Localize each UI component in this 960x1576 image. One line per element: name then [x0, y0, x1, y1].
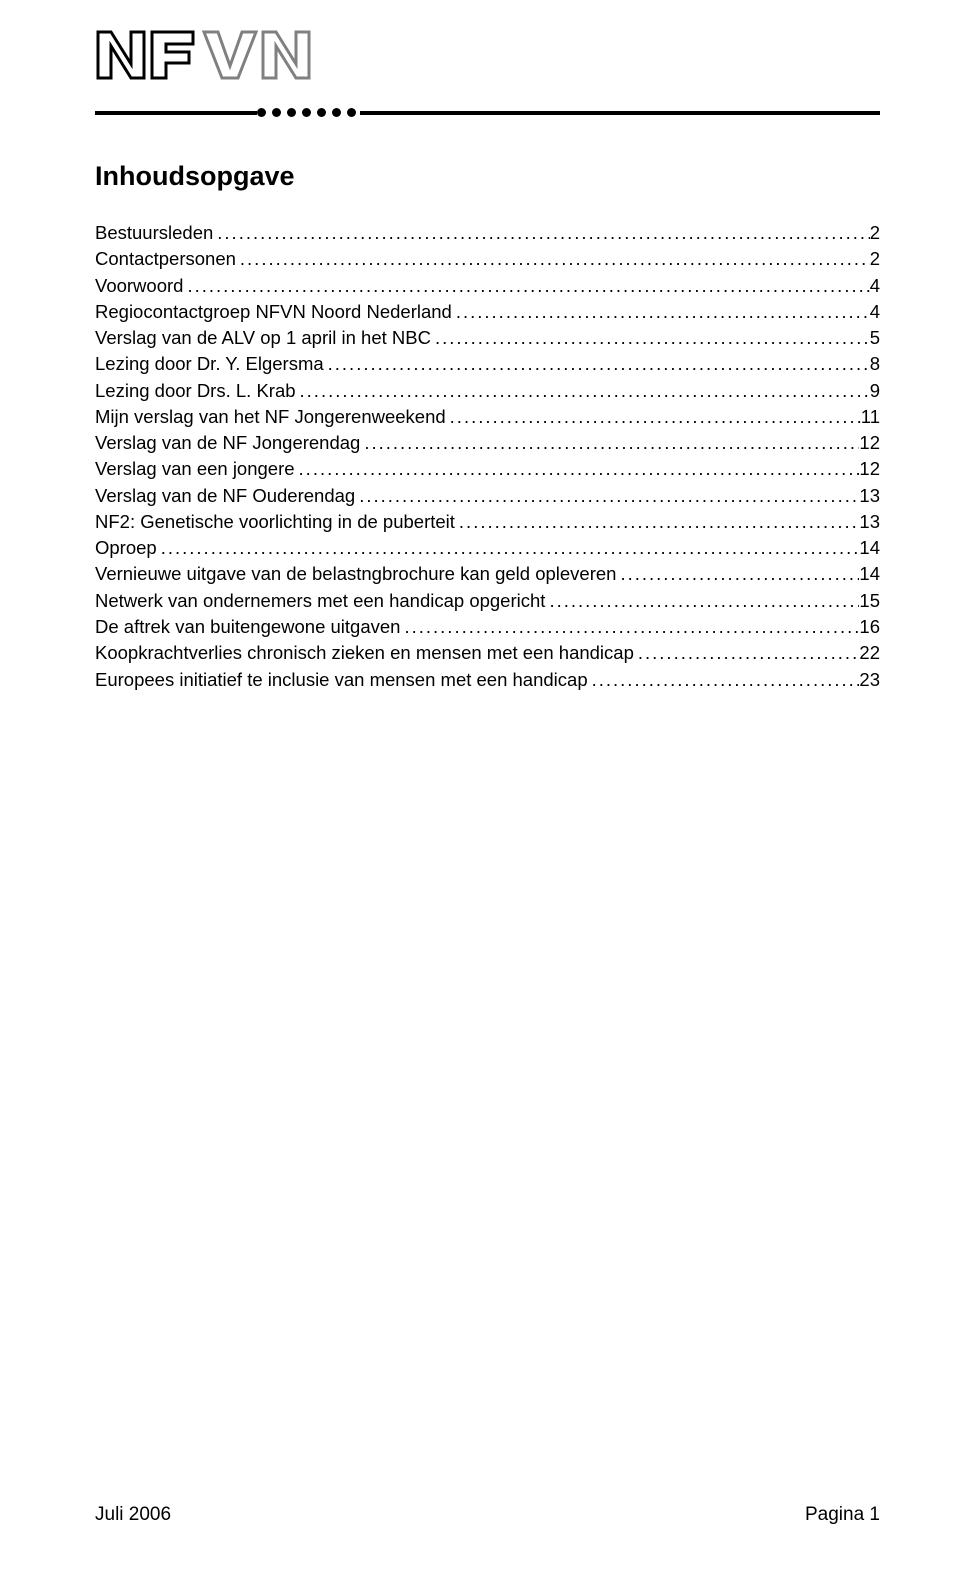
toc-entry-label[interactable]: Verslag van de NF Jongerendag: [95, 430, 360, 456]
toc-leader-dots: [324, 351, 870, 377]
toc-row: Europees initiatief te inclusie van mens…: [95, 667, 880, 693]
toc-entry-label[interactable]: Koopkrachtverlies chronisch zieken en me…: [95, 640, 634, 666]
toc-leader-dots: [446, 404, 861, 430]
dot-icon: [257, 108, 266, 117]
toc-entry-page: 16: [859, 614, 880, 640]
toc-entry-label[interactable]: Contactpersonen: [95, 246, 236, 272]
toc-entry-label[interactable]: Regiocontactgroep NFVN Noord Nederland: [95, 299, 452, 325]
toc-entry-label[interactable]: Mijn verslag van het NF Jongerenweekend: [95, 404, 446, 430]
toc-entry-label[interactable]: NF2: Genetische voorlichting in de puber…: [95, 509, 455, 535]
toc-row: Contactpersonen 2: [95, 246, 880, 272]
toc-row: Verslag van een jongere 12: [95, 456, 880, 482]
footer-date: Juli 2006: [95, 1504, 171, 1526]
header-rule-dots: [257, 108, 360, 117]
page-title: Inhoudsopgave: [95, 161, 880, 192]
toc-row: Regiocontactgroep NFVN Noord Nederland 4: [95, 299, 880, 325]
toc-leader-dots: [295, 456, 860, 482]
toc-leader-dots: [545, 588, 859, 614]
toc-row: Mijn verslag van het NF Jongerenweekend 1…: [95, 404, 880, 430]
toc-entry-page: 11: [861, 404, 880, 430]
toc-entry-label[interactable]: Verslag van de ALV op 1 april in het NBC: [95, 325, 431, 351]
toc-row: Verslag van de NF Ouderendag 13: [95, 483, 880, 509]
toc-entry-page: 2: [870, 246, 880, 272]
toc-entry-page: 2: [870, 220, 880, 246]
toc-row: Verslag van de ALV op 1 april in het NBC…: [95, 325, 880, 351]
toc-entry-page: 9: [870, 378, 880, 404]
toc-row: Lezing door Dr. Y. Elgersma 8: [95, 351, 880, 377]
toc-row: Lezing door Drs. L. Krab 9: [95, 378, 880, 404]
toc-entry-label[interactable]: Bestuursleden: [95, 220, 213, 246]
dot-icon: [347, 108, 356, 117]
toc-entry-label[interactable]: Verslag van een jongere: [95, 456, 295, 482]
toc-entry-label[interactable]: Lezing door Dr. Y. Elgersma: [95, 351, 324, 377]
toc-leader-dots: [183, 273, 869, 299]
toc-leader-dots: [588, 667, 860, 693]
table-of-contents: Bestuursleden 2 Contactpersonen 2 Voorwoord 4…: [95, 220, 880, 693]
toc-entry-page: 4: [870, 299, 880, 325]
toc-leader-dots: [236, 246, 870, 272]
toc-leader-dots: [452, 299, 870, 325]
dot-icon: [317, 108, 326, 117]
toc-leader-dots: [455, 509, 860, 535]
toc-entry-page: 22: [859, 640, 880, 666]
toc-row: Oproep 14: [95, 535, 880, 561]
page-footer: Juli 2006 Pagina 1: [95, 1504, 880, 1526]
toc-leader-dots: [400, 614, 859, 640]
toc-leader-dots: [431, 325, 870, 351]
toc-leader-dots: [616, 561, 859, 587]
toc-entry-page: 15: [859, 588, 880, 614]
toc-leader-dots: [296, 378, 870, 404]
toc-entry-label[interactable]: Europees initiatief te inclusie van mens…: [95, 667, 588, 693]
toc-entry-label[interactable]: Vernieuwe uitgave van de belastngbrochur…: [95, 561, 616, 587]
toc-row: Bestuursleden 2: [95, 220, 880, 246]
toc-entry-page: 13: [859, 509, 880, 535]
toc-leader-dots: [355, 483, 859, 509]
toc-entry-page: 14: [859, 535, 880, 561]
toc-entry-page: 23: [859, 667, 880, 693]
toc-leader-dots: [634, 640, 860, 666]
dot-icon: [272, 108, 281, 117]
toc-entry-label[interactable]: De aftrek van buitengewone uitgaven: [95, 614, 400, 640]
toc-row: Netwerk van ondernemers met een handicap…: [95, 588, 880, 614]
toc-row: Koopkrachtverlies chronisch zieken en me…: [95, 640, 880, 666]
toc-entry-label[interactable]: Verslag van de NF Ouderendag: [95, 483, 355, 509]
toc-entry-page: 13: [859, 483, 880, 509]
toc-row: De aftrek van buitengewone uitgaven 16: [95, 614, 880, 640]
toc-row: Vernieuwe uitgave van de belastngbrochur…: [95, 561, 880, 587]
logo-area: [95, 30, 880, 95]
toc-row: Voorwoord 4: [95, 273, 880, 299]
toc-entry-page: 12: [859, 456, 880, 482]
dot-icon: [287, 108, 296, 117]
toc-leader-dots: [157, 535, 860, 561]
toc-entry-label[interactable]: Lezing door Drs. L. Krab: [95, 378, 296, 404]
toc-leader-dots: [213, 220, 869, 246]
toc-leader-dots: [360, 430, 859, 456]
dot-icon: [302, 108, 311, 117]
toc-entry-page: 5: [870, 325, 880, 351]
toc-row: Verslag van de NF Jongerendag 12: [95, 430, 880, 456]
toc-row: NF2: Genetische voorlichting in de puber…: [95, 509, 880, 535]
toc-entry-page: 14: [859, 561, 880, 587]
header-rule-line: [95, 111, 880, 115]
header-rule: [95, 105, 880, 121]
dot-icon: [332, 108, 341, 117]
toc-entry-label[interactable]: Oproep: [95, 535, 157, 561]
toc-entry-page: 8: [870, 351, 880, 377]
nfvn-logo: [95, 30, 320, 90]
footer-page-number: Pagina 1: [805, 1504, 880, 1526]
toc-entry-page: 4: [870, 273, 880, 299]
toc-entry-label[interactable]: Voorwoord: [95, 273, 183, 299]
toc-entry-label[interactable]: Netwerk van ondernemers met een handicap…: [95, 588, 545, 614]
toc-entry-page: 12: [859, 430, 880, 456]
